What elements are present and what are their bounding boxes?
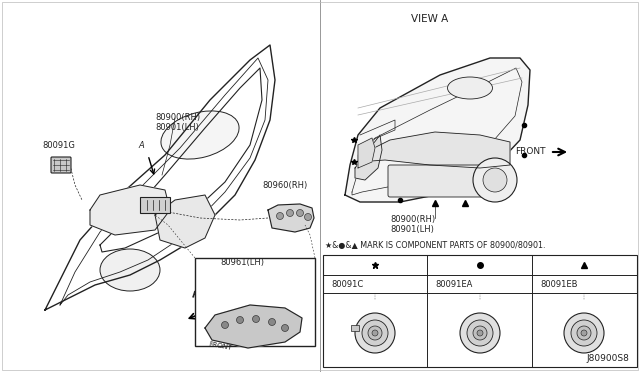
Text: 80091EA: 80091EA <box>435 280 472 289</box>
Bar <box>323 255 637 367</box>
Polygon shape <box>358 132 510 168</box>
FancyBboxPatch shape <box>388 165 487 197</box>
Ellipse shape <box>447 77 493 99</box>
Circle shape <box>296 209 303 217</box>
Text: 80961(LH): 80961(LH) <box>220 258 264 267</box>
Circle shape <box>564 313 604 353</box>
Text: FRONT: FRONT <box>515 148 546 157</box>
Circle shape <box>460 313 500 353</box>
Circle shape <box>237 317 243 324</box>
Circle shape <box>368 326 382 340</box>
Bar <box>351 325 359 331</box>
Text: 80091C: 80091C <box>331 280 364 289</box>
Polygon shape <box>205 305 302 348</box>
Polygon shape <box>155 195 215 248</box>
Text: 80900(RH): 80900(RH) <box>155 113 200 122</box>
Text: J80900S8: J80900S8 <box>586 354 629 363</box>
Circle shape <box>221 321 228 328</box>
Ellipse shape <box>100 249 160 291</box>
Ellipse shape <box>161 111 239 159</box>
Polygon shape <box>90 185 170 235</box>
Text: FRONT: FRONT <box>189 291 225 310</box>
Text: 80960(RH): 80960(RH) <box>262 181 307 190</box>
Polygon shape <box>358 138 375 168</box>
Circle shape <box>483 168 507 192</box>
Circle shape <box>282 324 289 331</box>
Circle shape <box>253 315 259 323</box>
Text: 80091EB: 80091EB <box>540 280 577 289</box>
Text: ★&●&▲ MARK IS COMPONENT PARTS OF 80900/80901.: ★&●&▲ MARK IS COMPONENT PARTS OF 80900/8… <box>325 241 545 250</box>
Circle shape <box>372 330 378 336</box>
Bar <box>140 197 170 213</box>
Text: 80900(RH): 80900(RH) <box>390 215 435 224</box>
Polygon shape <box>355 135 382 180</box>
Text: FRONT: FRONT <box>208 341 232 351</box>
Circle shape <box>355 313 395 353</box>
Circle shape <box>362 320 388 346</box>
Text: A: A <box>138 141 144 150</box>
Circle shape <box>305 214 312 221</box>
Circle shape <box>581 330 587 336</box>
Polygon shape <box>268 204 314 232</box>
Circle shape <box>276 212 284 219</box>
Circle shape <box>473 158 517 202</box>
Circle shape <box>467 320 493 346</box>
Text: 80091G: 80091G <box>42 141 75 150</box>
Circle shape <box>477 330 483 336</box>
Text: 80901(LH): 80901(LH) <box>390 225 434 234</box>
Circle shape <box>473 326 487 340</box>
FancyBboxPatch shape <box>51 157 71 173</box>
Bar <box>195 258 315 346</box>
Circle shape <box>571 320 597 346</box>
Circle shape <box>577 326 591 340</box>
Circle shape <box>269 318 275 326</box>
Circle shape <box>287 209 294 217</box>
Polygon shape <box>345 58 530 202</box>
Text: 80901(LH): 80901(LH) <box>155 123 199 132</box>
Text: VIEW A: VIEW A <box>412 14 449 24</box>
